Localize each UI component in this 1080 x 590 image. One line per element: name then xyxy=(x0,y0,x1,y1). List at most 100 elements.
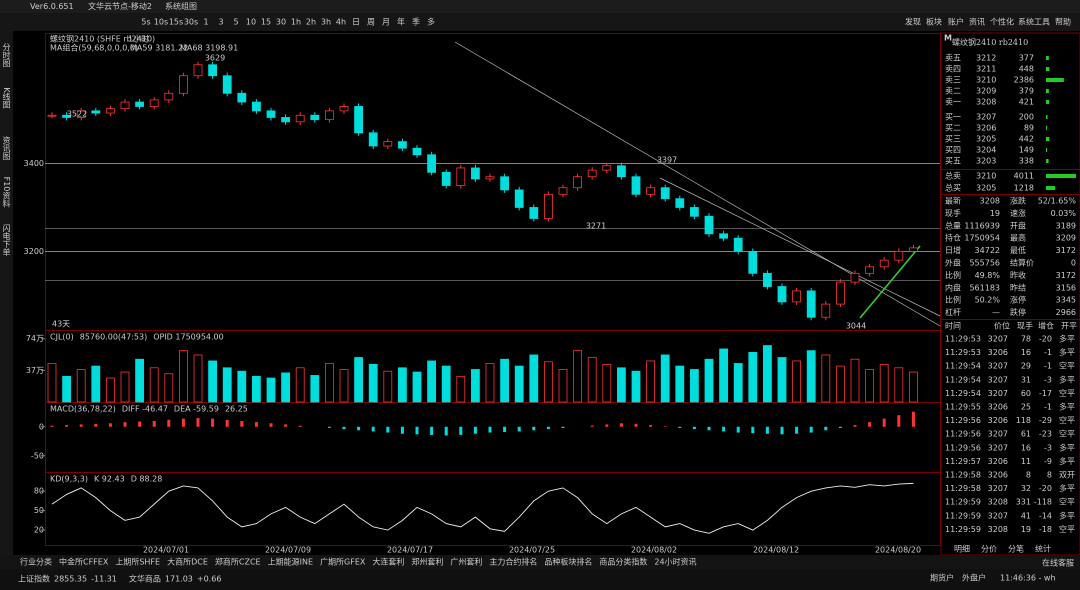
market-tab[interactable]: 中金所CFFEX xyxy=(59,557,109,567)
book-bar xyxy=(1046,89,1049,93)
macd-bar xyxy=(605,424,609,427)
market-tab[interactable]: 上期所SHFE xyxy=(115,557,160,567)
stat-label: 最新 xyxy=(945,196,961,206)
panel-tab[interactable]: 统计 xyxy=(1035,544,1051,554)
period-button[interactable]: 4h xyxy=(336,18,346,27)
market-tab[interactable]: 郑商所CZCE xyxy=(215,557,261,567)
side-bar xyxy=(0,31,13,555)
volume-bar xyxy=(178,350,188,403)
side-tab[interactable]: K线图 xyxy=(2,87,11,109)
period-button[interactable]: 3h xyxy=(321,18,331,27)
trade-cell: 29 xyxy=(1021,362,1031,371)
period-button[interactable]: 30 xyxy=(276,18,286,27)
stat-label: 涨跌 xyxy=(1010,196,1026,206)
book-price: 3203 xyxy=(976,157,996,166)
panel-tab[interactable]: 分笔 xyxy=(1008,544,1024,554)
market-tab[interactable]: 广期所GFEX xyxy=(320,557,366,567)
menu-item[interactable]: 账户 xyxy=(948,17,964,27)
macd-bar xyxy=(722,426,726,432)
period-button[interactable]: 15 xyxy=(261,18,271,27)
menu-item[interactable]: 资讯 xyxy=(969,17,985,27)
quote-title: 螺纹钢2410 rb2410 xyxy=(952,37,1028,47)
stat-label: 杠杆 xyxy=(945,307,961,317)
side-tab[interactable]: 闪电下单 xyxy=(2,224,11,257)
trade-cell: 118 xyxy=(1016,416,1031,425)
macd-bar xyxy=(94,423,98,427)
period-button[interactable]: 年 xyxy=(397,17,405,27)
candle xyxy=(164,92,174,101)
market-tab[interactable]: 24小时资讯 xyxy=(654,557,696,567)
book-price: 3204 xyxy=(976,146,996,155)
book-price: 3210 xyxy=(976,172,996,181)
period-button[interactable]: 30s xyxy=(184,18,198,27)
volume-bar xyxy=(339,369,349,403)
market-tab[interactable]: 广州套利 xyxy=(450,557,482,567)
period-button[interactable]: 1 xyxy=(203,18,208,27)
volume-bar xyxy=(62,375,71,403)
book-price: 3207 xyxy=(976,113,996,122)
menu-item[interactable]: 系统工具 xyxy=(1018,17,1050,27)
book-volume: 338 xyxy=(1019,157,1034,166)
price-annotation: 3522 xyxy=(67,110,87,119)
period-button[interactable]: 日 xyxy=(352,18,360,27)
period-button[interactable]: 10s xyxy=(154,18,168,27)
macd-bar xyxy=(444,426,448,436)
trade-cell: 11:29:57 xyxy=(945,457,981,466)
account-button[interactable]: 外盘户 xyxy=(962,573,986,583)
market-tab[interactable]: 商品分类指数 xyxy=(599,557,647,567)
book-volume: 377 xyxy=(1019,54,1034,63)
macd-bar xyxy=(284,424,288,427)
period-button[interactable]: 1h xyxy=(291,18,301,27)
market-tab[interactable]: 行业分类 xyxy=(20,557,52,567)
trade-cell: -118 xyxy=(1034,498,1052,507)
market-tab[interactable]: 上期能源INE xyxy=(268,557,313,567)
menu-item[interactable]: 板块 xyxy=(926,17,942,27)
y-tick-label: 74万 xyxy=(26,334,44,343)
period-button[interactable]: 2h xyxy=(306,18,316,27)
menu-item[interactable]: 发现 xyxy=(905,17,921,27)
period-button[interactable]: 月 xyxy=(382,18,390,27)
panel-tab[interactable]: 分价 xyxy=(981,545,997,554)
period-button[interactable]: 季 xyxy=(412,17,420,27)
period-button[interactable]: 周 xyxy=(367,18,375,27)
macd-bar xyxy=(795,426,799,434)
market-tab[interactable]: 郑州套利 xyxy=(411,557,443,567)
market-tab[interactable]: 主力合约排名 xyxy=(489,557,537,567)
volume-bar xyxy=(587,357,597,403)
macd-bar xyxy=(138,421,142,427)
volume-bar xyxy=(266,377,276,403)
candle xyxy=(660,187,670,200)
book-bar xyxy=(1046,78,1064,82)
side-tab[interactable]: 资讯图 xyxy=(2,135,11,161)
pane-label: DIFF -46.47 xyxy=(122,405,168,414)
side-tab[interactable]: 分时图 xyxy=(2,43,11,68)
trade-cell: 3206 xyxy=(988,348,1008,357)
market-tab[interactable]: 品种板块排名 xyxy=(544,557,592,567)
market-tab[interactable]: 大连套利 xyxy=(372,557,404,567)
period-button[interactable]: 5 xyxy=(233,18,238,27)
panel-tab[interactable]: 明细 xyxy=(954,544,970,554)
account-button[interactable]: 期货户 xyxy=(930,573,954,583)
macd-bar xyxy=(824,426,828,431)
period-button[interactable]: 5s xyxy=(141,18,150,27)
candle xyxy=(909,247,918,252)
menu-item[interactable]: 个性化 xyxy=(990,17,1014,27)
period-button[interactable]: 多 xyxy=(427,17,435,27)
stat-value: 561183 xyxy=(969,283,1000,292)
book-label: 卖二 xyxy=(945,87,961,96)
candle xyxy=(251,101,261,112)
trade-cell: 多平 xyxy=(1059,334,1075,344)
candle xyxy=(704,215,714,235)
support-button[interactable]: 在线客服 xyxy=(1042,558,1074,568)
menu-item[interactable]: 帮助 xyxy=(1055,17,1071,27)
market-tab[interactable]: 大商所DCE xyxy=(167,557,208,567)
ma68-value: MA68 3198.91 xyxy=(180,44,238,53)
side-tab[interactable]: F10资料 xyxy=(2,177,11,209)
period-button[interactable]: 10 xyxy=(246,18,256,27)
period-button[interactable]: 3 xyxy=(218,18,223,27)
period-button[interactable]: 15s xyxy=(169,18,183,27)
volume-bar xyxy=(646,360,655,403)
book-bar xyxy=(1046,100,1050,104)
candle xyxy=(748,250,758,274)
